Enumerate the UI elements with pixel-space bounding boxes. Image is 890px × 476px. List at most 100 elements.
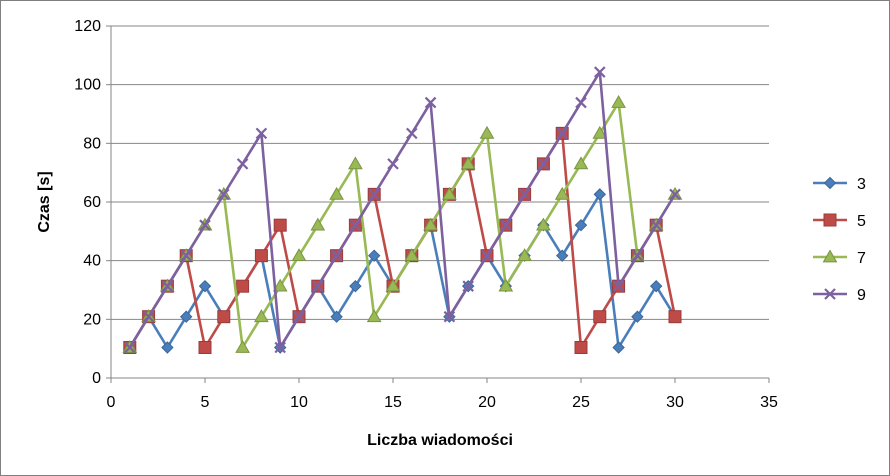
data-point (180, 249, 192, 262)
data-point (592, 125, 608, 139)
data-point (669, 188, 681, 201)
data-point (385, 278, 401, 292)
series-line (128, 101, 677, 349)
legend-label: 7 (857, 250, 866, 267)
data-point (498, 278, 514, 292)
legend-item-9: 9 (813, 287, 866, 304)
x-tick-label: 20 (478, 394, 496, 411)
data-point (555, 249, 569, 262)
marker-stroke (180, 249, 192, 262)
marker-stroke (650, 219, 662, 231)
data-point (255, 127, 268, 140)
marker-stroke (312, 280, 324, 292)
x-tick-label: 5 (201, 394, 210, 411)
data-point (611, 95, 626, 108)
data-point (649, 279, 663, 293)
data-point (481, 249, 493, 262)
marker-stroke (161, 280, 174, 292)
data-point (367, 249, 381, 262)
x-tick-label: 10 (290, 394, 308, 411)
legend: 3 5 7 9 (813, 176, 866, 304)
y-tick-label: 60 (83, 194, 101, 211)
y-tick-label: 120 (74, 18, 101, 35)
x-tick-label: 35 (760, 394, 778, 411)
x-tick-label: 25 (572, 394, 590, 411)
marker-stroke (424, 96, 437, 109)
data-point (650, 219, 662, 231)
legend-marker (823, 213, 837, 227)
data-point (573, 156, 589, 170)
data-point (330, 249, 343, 262)
x-tick-label: 0 (107, 394, 116, 411)
data-point (424, 96, 437, 109)
data-point (198, 340, 212, 354)
marker-stroke (124, 341, 136, 354)
marker-stroke (462, 280, 474, 292)
marker-stroke (199, 219, 211, 231)
data-point (368, 188, 380, 201)
marker-stroke (293, 310, 305, 323)
legend-item-5: 5 (813, 213, 866, 230)
y-tick-label: 80 (83, 135, 101, 152)
marker-stroke (349, 219, 362, 231)
data-point (517, 248, 532, 262)
x-tick-labels: 0 5 10 15 20 25 30 35 (107, 394, 778, 411)
legend-marker (824, 288, 836, 300)
data-point (668, 310, 682, 324)
marker-stroke (255, 127, 268, 140)
data-point (142, 310, 155, 323)
data-point (254, 309, 269, 323)
marker-stroke (368, 188, 380, 201)
marker-stroke (556, 127, 568, 140)
data-point (348, 156, 363, 170)
y-tick-label: 40 (83, 253, 101, 270)
x-tick-label: 30 (666, 394, 684, 411)
data-point (217, 310, 231, 324)
data-point (124, 341, 136, 354)
marker-stroke (518, 188, 531, 201)
data-point (329, 186, 344, 200)
data-point (406, 127, 418, 140)
data-point (218, 188, 230, 201)
data-point (274, 341, 286, 354)
data-point (161, 341, 174, 354)
data-point (574, 218, 588, 232)
marker-stroke (537, 158, 550, 170)
data-point (556, 127, 568, 140)
data-point (366, 309, 382, 323)
data-point (462, 280, 474, 292)
y-tick-label: 0 (92, 370, 101, 387)
marker-stroke (612, 280, 625, 292)
marker-stroke (631, 249, 644, 262)
data-point (631, 249, 644, 262)
data-point (387, 158, 399, 170)
data-point (404, 248, 420, 262)
legend-marker (823, 176, 837, 190)
data-point (443, 310, 456, 323)
data-point (310, 217, 326, 231)
marker-stroke (500, 219, 512, 231)
marker-stroke (406, 127, 418, 140)
data-point (574, 340, 588, 354)
data-point (235, 339, 250, 353)
data-point (612, 280, 625, 292)
data-point (536, 217, 551, 231)
data-point (293, 310, 305, 323)
data-point (518, 188, 531, 201)
data-point (330, 310, 343, 323)
legend-marker (822, 249, 838, 263)
marker-stroke (443, 310, 456, 323)
marker-stroke (575, 96, 587, 109)
legend-label: 9 (857, 287, 866, 304)
data-point (554, 186, 570, 200)
data-point (349, 219, 362, 231)
data-point (479, 125, 495, 139)
marker-stroke (236, 158, 249, 170)
data-point (161, 280, 174, 292)
y-axis-title: Czas [s] (36, 171, 53, 232)
y-tick-labels: 0 20 40 60 80 100 120 (74, 18, 101, 387)
data-point (273, 218, 287, 232)
data-point (349, 279, 362, 293)
data-point (442, 186, 457, 200)
data-point (198, 279, 212, 293)
